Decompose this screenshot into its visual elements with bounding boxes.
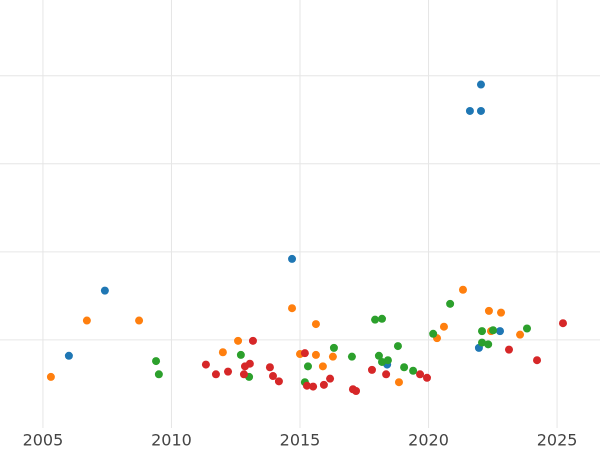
point (236, 350, 245, 359)
x-tick-label: 2025 (537, 431, 578, 450)
point (265, 363, 274, 372)
point (504, 345, 513, 354)
point (465, 106, 474, 115)
point (302, 381, 311, 390)
point (429, 329, 438, 338)
point (234, 336, 243, 345)
point (476, 80, 485, 89)
point (201, 360, 210, 369)
point (409, 366, 418, 375)
point (211, 370, 220, 379)
point (533, 356, 542, 365)
x-tick-label: 2005 (23, 431, 64, 450)
point (378, 314, 387, 323)
point (319, 380, 328, 389)
point (439, 322, 448, 331)
point (154, 370, 163, 379)
x-tick-label: 2020 (408, 431, 449, 450)
point (240, 362, 249, 371)
point (400, 363, 409, 372)
point (318, 362, 327, 371)
point (224, 367, 233, 376)
point (288, 254, 297, 263)
point (135, 316, 144, 325)
point (422, 373, 431, 382)
point (64, 351, 73, 360)
point (478, 338, 487, 347)
point (311, 320, 320, 329)
point (309, 382, 318, 391)
point (326, 374, 335, 383)
point (82, 316, 91, 325)
point (558, 319, 567, 328)
point (484, 340, 493, 349)
point (152, 357, 161, 366)
point (288, 304, 297, 313)
point (46, 372, 55, 381)
point (416, 370, 425, 379)
point (300, 349, 309, 358)
point (352, 387, 361, 396)
point (489, 326, 498, 335)
point (311, 350, 320, 359)
point (374, 351, 383, 360)
point (382, 370, 391, 379)
point (393, 342, 402, 351)
point (367, 365, 376, 374)
point (458, 285, 467, 294)
point (371, 315, 380, 324)
point (476, 106, 485, 115)
point (328, 352, 337, 361)
point (497, 308, 506, 317)
point (446, 299, 455, 308)
point (347, 352, 356, 361)
point (218, 348, 227, 357)
point (484, 306, 493, 315)
point (394, 378, 403, 387)
point (496, 327, 504, 336)
point (269, 372, 278, 381)
point (303, 362, 312, 371)
point (100, 286, 109, 295)
point (522, 324, 531, 333)
point (383, 356, 392, 365)
point (329, 343, 338, 352)
x-tick-label: 2015 (280, 431, 321, 450)
point (516, 330, 525, 339)
point (478, 327, 487, 336)
point (239, 370, 248, 379)
point (248, 336, 257, 345)
x-tick-label: 2010 (151, 431, 192, 450)
point (274, 377, 283, 386)
